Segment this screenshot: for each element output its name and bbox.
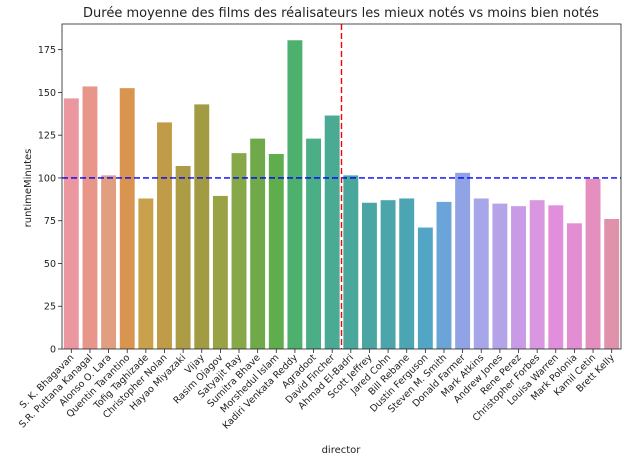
bar-3 xyxy=(119,88,135,349)
bar-5 xyxy=(157,122,172,349)
bar-27 xyxy=(566,223,582,349)
y-tick-label-5: 125 xyxy=(38,131,56,142)
bar-14 xyxy=(324,115,340,349)
chart-title: Durée moyenne des films des réalisateurs… xyxy=(83,6,599,21)
bar-16 xyxy=(362,202,377,349)
bar-2 xyxy=(101,175,117,349)
plot-frame xyxy=(61,23,622,350)
bar-6 xyxy=(175,165,191,349)
bar-8 xyxy=(212,195,228,349)
bar-1 xyxy=(82,86,98,350)
bar-13 xyxy=(306,138,322,349)
bar-26 xyxy=(548,205,564,349)
bar-4 xyxy=(138,198,154,349)
y-tick-label-4: 100 xyxy=(38,173,56,184)
bar-24 xyxy=(511,206,526,349)
bar-7 xyxy=(194,104,210,349)
bar-22 xyxy=(473,198,489,349)
bar-19 xyxy=(417,227,433,349)
bar-18 xyxy=(399,198,415,349)
bar-17 xyxy=(380,200,396,349)
y-tick-label-0: 0 xyxy=(50,345,56,356)
y-tick-label-3: 75 xyxy=(44,216,56,227)
bar-21 xyxy=(455,172,471,349)
bar-20 xyxy=(436,201,452,349)
bar-28 xyxy=(585,178,601,349)
y-axis-label: runtimeMinutes xyxy=(23,149,34,228)
y-tick-label-6: 150 xyxy=(38,88,56,99)
bar-9 xyxy=(231,153,247,349)
y-tick-label-2: 50 xyxy=(44,259,56,270)
bar-25 xyxy=(529,200,545,349)
bar-10 xyxy=(250,138,266,349)
bar-0 xyxy=(63,98,79,349)
bar-12 xyxy=(287,40,303,349)
x-axis-label: director xyxy=(322,445,362,456)
bar-15 xyxy=(343,175,359,349)
bar-11 xyxy=(268,154,284,349)
y-tick-label-1: 25 xyxy=(44,302,56,313)
bar-29 xyxy=(604,219,620,349)
y-tick-label-7: 175 xyxy=(38,45,56,56)
bar-23 xyxy=(492,203,508,349)
